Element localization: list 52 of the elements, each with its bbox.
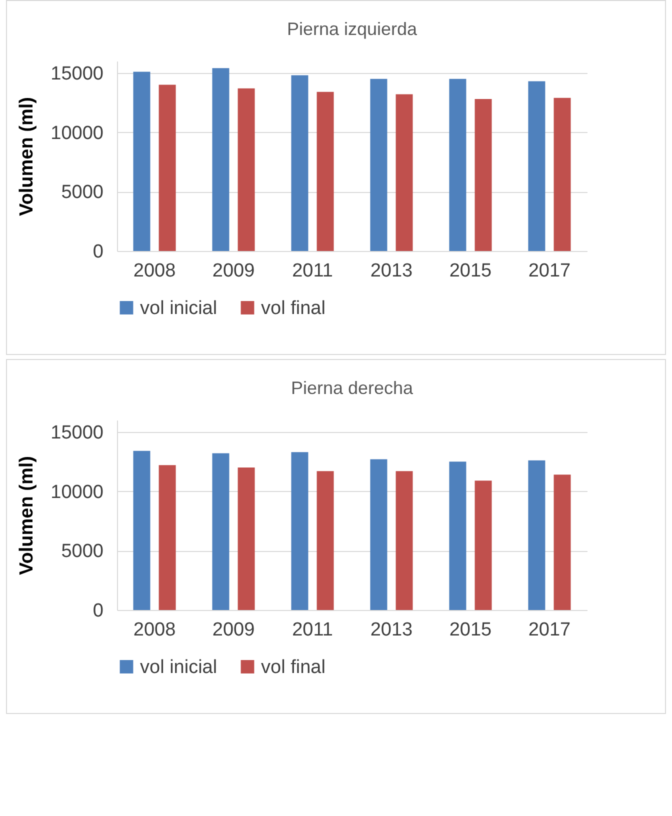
y-axis-title: Volumen (ml) (16, 456, 38, 575)
bar (528, 460, 546, 610)
x-tick-label: 2017 (528, 620, 571, 640)
bar (291, 452, 308, 610)
x-tick-label: 2015 (449, 620, 492, 640)
x-tick-label: 2009 (212, 260, 255, 282)
x-tick-label: 2011 (292, 260, 333, 282)
bar (370, 78, 388, 251)
bar (396, 471, 413, 610)
x-tick-label: 2017 (528, 260, 571, 282)
legend-label: vol final (261, 298, 326, 319)
x-tick-label: 2009 (212, 620, 255, 640)
y-tick-label: 0 (92, 600, 104, 622)
legend-label: vol inicial (140, 298, 218, 319)
bar (449, 78, 466, 251)
bar (158, 84, 176, 251)
bar (316, 92, 334, 251)
bar (158, 465, 176, 610)
y-tick-label: 5000 (61, 541, 104, 562)
chart-title: Pierna derecha (290, 378, 414, 398)
y-tick-label: 15000 (50, 63, 104, 84)
bar (396, 94, 413, 251)
bar (133, 450, 150, 610)
y-tick-label: 10000 (50, 482, 104, 503)
legend-label: vol inicial (140, 656, 218, 678)
bar (449, 462, 466, 610)
bar (474, 99, 492, 251)
bar (212, 68, 230, 251)
x-tick-label: 2015 (449, 260, 492, 282)
y-tick-label: 0 (92, 242, 104, 262)
y-tick-label: 5000 (61, 182, 104, 204)
x-tick-label: 2013 (370, 620, 413, 640)
y-axis-title: Volumen (ml) (16, 97, 38, 216)
bar (238, 88, 255, 251)
y-tick-label: 10000 (50, 122, 104, 144)
x-tick-label: 2013 (370, 260, 413, 282)
x-tick-label: 2008 (133, 620, 176, 640)
x-tick-label: 2011 (292, 620, 333, 640)
bar (554, 474, 571, 610)
chart-title: Pierna izquierda (286, 19, 418, 39)
bar (528, 81, 546, 251)
bar (474, 480, 492, 610)
y-tick-label: 15000 (50, 422, 104, 444)
legend-label: vol final (261, 656, 326, 678)
bar (238, 468, 255, 610)
bar (291, 75, 308, 251)
bar (370, 459, 388, 610)
bar (133, 72, 150, 251)
bar (212, 453, 230, 610)
x-tick-label: 2008 (133, 260, 176, 282)
bar (316, 471, 334, 610)
bar (554, 98, 571, 251)
